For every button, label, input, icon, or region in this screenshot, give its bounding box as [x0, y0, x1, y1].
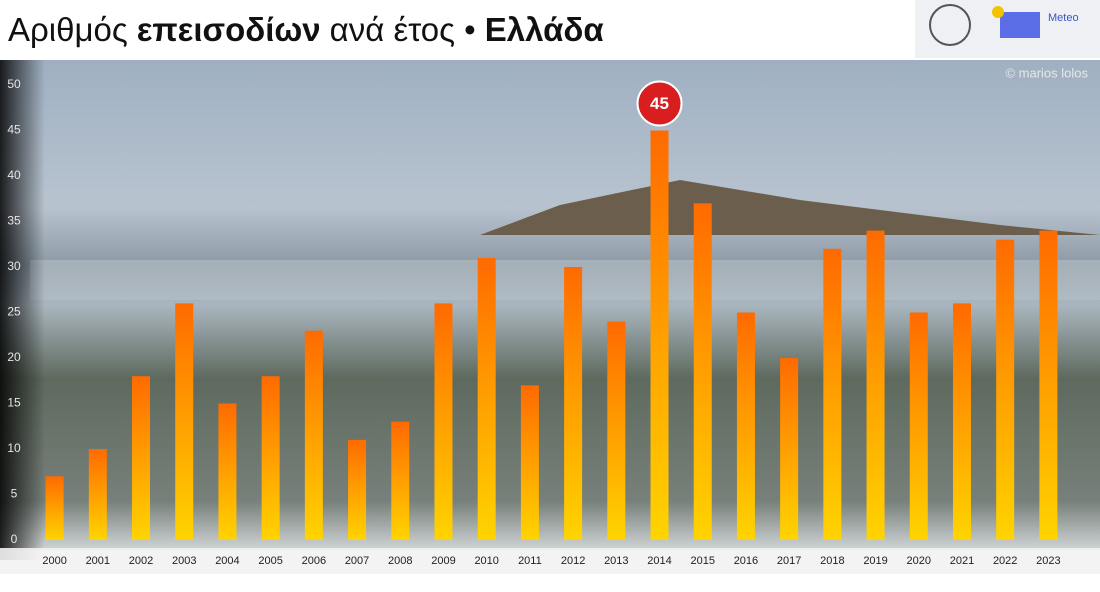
x-tick-label: 2003	[172, 555, 196, 567]
bar	[218, 403, 237, 540]
x-tick-label: 2007	[345, 555, 369, 567]
x-tick-label: 2018	[820, 555, 844, 567]
x-tick-label: 2005	[258, 555, 282, 567]
x-tick-label: 2017	[777, 555, 801, 567]
mountain	[480, 180, 1100, 235]
bar	[823, 248, 842, 541]
bar	[607, 321, 626, 540]
bar	[693, 203, 712, 541]
x-tick-label: 2011	[518, 555, 542, 567]
x-tick-label: 2012	[561, 555, 585, 567]
bar	[736, 312, 755, 540]
y-tick-label: 10	[7, 441, 21, 455]
y-tick-label: 15	[7, 396, 21, 410]
y-tick-label: 35	[7, 214, 21, 228]
y-tick-label: 20	[7, 350, 21, 364]
x-tick-label: 2004	[215, 555, 239, 567]
bar	[650, 130, 669, 540]
bar	[909, 312, 928, 540]
y-tick-label: 25	[7, 305, 21, 319]
y-tick-label: 50	[7, 77, 21, 91]
y-tick-label: 45	[7, 123, 21, 137]
y-tick-label: 40	[7, 168, 21, 182]
x-tick-label: 2023	[1036, 555, 1060, 567]
x-tick-label: 2000	[42, 555, 66, 567]
axis-shade	[0, 60, 45, 560]
logo-mark	[1000, 12, 1040, 38]
bar	[996, 239, 1015, 540]
x-tick-label: 2016	[734, 555, 758, 567]
title-segment: Αριθμός	[8, 11, 128, 48]
x-tick-label: 2009	[431, 555, 455, 567]
x-tick-label: 2015	[690, 555, 714, 567]
title-segment: Ελλάδα	[485, 11, 604, 48]
bar	[780, 358, 799, 540]
bar	[45, 476, 64, 540]
chart-title: Αριθμός επεισοδίων ανά έτος • Ελλάδα	[8, 11, 604, 48]
bar	[348, 439, 367, 540]
bar	[564, 267, 583, 540]
logo-sun	[992, 6, 1004, 18]
value-label: 45	[650, 94, 669, 113]
x-tick-label: 2006	[302, 555, 326, 567]
bar	[88, 449, 107, 540]
logo-text: Meteo	[1048, 12, 1079, 24]
title-segment: επεισοδίων	[137, 11, 321, 48]
x-tick-label: 2010	[474, 555, 498, 567]
x-axis-strip	[0, 548, 1100, 574]
x-tick-label: 2002	[129, 555, 153, 567]
bar	[520, 385, 539, 540]
y-tick-label: 30	[7, 259, 21, 273]
x-tick-label: 2020	[907, 555, 931, 567]
bar	[1039, 230, 1058, 540]
value-badge	[636, 80, 683, 127]
x-tick-label: 2008	[388, 555, 412, 567]
credit: © marios lolos	[1005, 65, 1088, 80]
x-tick-label: 2013	[604, 555, 628, 567]
x-tick-label: 2001	[86, 555, 110, 567]
bar	[434, 303, 453, 540]
y-tick-label: 0	[11, 532, 18, 546]
bar	[175, 303, 194, 540]
x-tick-label: 2014	[647, 555, 671, 567]
bar	[261, 376, 280, 540]
bar	[866, 230, 885, 540]
y-tick-label: 5	[11, 487, 18, 501]
x-tick-label: 2021	[950, 555, 974, 567]
title-segment: ανά έτος •	[330, 11, 476, 48]
x-tick-label: 2022	[993, 555, 1017, 567]
bar	[132, 376, 151, 540]
x-tick-label: 2019	[863, 555, 887, 567]
bar	[391, 421, 410, 540]
logo-seal	[929, 4, 971, 46]
bar	[952, 303, 971, 540]
bar	[304, 330, 323, 540]
bar	[477, 257, 496, 540]
photo-background	[0, 60, 1100, 550]
